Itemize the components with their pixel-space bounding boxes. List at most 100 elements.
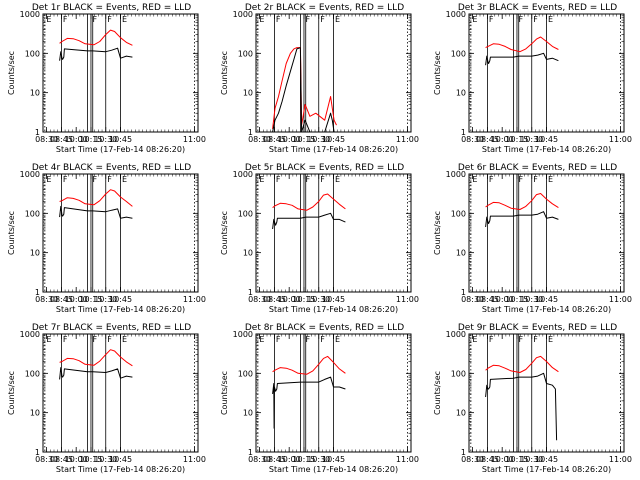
x-tick-label: 11:00 <box>609 455 632 464</box>
y-tick-label: 1000 <box>233 10 253 19</box>
x-tick-label: 08:30 <box>35 455 58 464</box>
state-marker-label: E <box>548 15 553 24</box>
chart-title: Det 8r BLACK = Events, RED = LLD <box>245 323 404 333</box>
x-tick-label: 08:45 <box>50 295 73 304</box>
detector-chart-9: Det 9r BLACK = Events, RED = LLD 1 10 100 10… <box>433 323 632 474</box>
x-tick-label: 10:00 <box>65 455 88 464</box>
state-marker-label: F <box>518 335 523 344</box>
x-tick-label: 10:15 <box>79 135 102 144</box>
x-axis-label: Start Time (17-Feb-14 08:26:20) <box>482 145 611 154</box>
x-tick-label: 10:15 <box>79 455 102 464</box>
x-tick-label: 10:30 <box>520 295 543 304</box>
state-marker-label: F <box>107 15 112 24</box>
state-marker-label: F <box>107 335 112 344</box>
series-line-events <box>59 367 133 380</box>
y-tick-label: 1000 <box>20 10 40 19</box>
x-tick-label: 10:30 <box>520 455 543 464</box>
y-tick-label: 10 <box>243 89 253 98</box>
x-tick-label: 10:45 <box>535 295 558 304</box>
state-marker-label: F <box>92 175 97 184</box>
x-tick-label: 10:30 <box>307 295 330 304</box>
x-tick-label: 10:00 <box>65 295 88 304</box>
chart-title: Det 3r BLACK = Events, RED = LLD <box>458 3 617 13</box>
y-tick-label: 1000 <box>20 330 40 339</box>
y-tick-label: 100 <box>238 49 253 58</box>
x-tick-label: 08:30 <box>248 455 271 464</box>
y-tick-label: 1 <box>35 448 40 457</box>
y-tick-label: 1000 <box>446 10 466 19</box>
series-line-lld <box>485 193 559 210</box>
state-marker-label: E <box>122 15 127 24</box>
state-marker-label: F <box>92 15 97 24</box>
x-axis-label: Start Time (17-Feb-14 08:26:20) <box>482 465 611 474</box>
series-line-lld <box>59 29 133 46</box>
state-marker-label: E <box>46 175 51 184</box>
state-marker-label: E <box>472 175 477 184</box>
series-line-events <box>272 376 346 429</box>
x-tick-label: 10:15 <box>505 135 528 144</box>
x-tick-label: 10:45 <box>535 135 558 144</box>
state-marker-label: E <box>259 175 264 184</box>
x-tick-label: 08:30 <box>248 295 271 304</box>
y-tick-label: 100 <box>238 369 253 378</box>
state-marker-label: E <box>335 175 340 184</box>
x-tick-label: 10:30 <box>94 135 117 144</box>
x-tick-label: 10:00 <box>491 135 514 144</box>
state-marker-label: F <box>63 175 68 184</box>
state-marker-label: F <box>63 15 68 24</box>
detector-chart-5: Det 5r BLACK = Events, RED = LLD 1 10 100 10… <box>220 163 419 314</box>
y-tick-label: 100 <box>238 209 253 218</box>
detector-chart-1: Det 1r BLACK = Events, RED = LLD 1 10 100 10… <box>7 3 206 154</box>
x-tick-label: 11:00 <box>396 455 419 464</box>
y-axis-label: Counts/sec <box>7 371 16 415</box>
state-marker-label: E <box>472 335 477 344</box>
x-tick-label: 10:45 <box>109 295 132 304</box>
x-axis-label: Start Time (17-Feb-14 08:26:20) <box>56 145 185 154</box>
x-tick-label: 08:45 <box>263 455 286 464</box>
x-tick-label: 08:45 <box>50 135 73 144</box>
y-tick-label: 1 <box>461 448 466 457</box>
y-tick-label: 1000 <box>446 170 466 179</box>
x-tick-label: 08:45 <box>50 455 73 464</box>
y-tick-label: 100 <box>451 369 466 378</box>
x-tick-label: 10:00 <box>278 295 301 304</box>
y-tick-label: 10 <box>456 409 466 418</box>
x-axis-label: Start Time (17-Feb-14 08:26:20) <box>56 465 185 474</box>
x-tick-label: 11:00 <box>609 295 632 304</box>
state-marker-label: E <box>46 335 51 344</box>
series-line-events <box>59 205 133 219</box>
series-line-events <box>485 211 559 228</box>
x-tick-label: 10:00 <box>491 455 514 464</box>
x-tick-label: 11:00 <box>609 135 632 144</box>
series-line-events <box>485 52 559 66</box>
x-tick-label: 10:45 <box>322 455 345 464</box>
y-tick-label: 100 <box>451 209 466 218</box>
chart-title: Det 9r BLACK = Events, RED = LLD <box>458 323 617 333</box>
state-marker-label: E <box>335 335 340 344</box>
y-tick-label: 1 <box>248 128 253 137</box>
x-tick-label: 08:45 <box>476 135 499 144</box>
x-axis-label: Start Time (17-Feb-14 08:26:20) <box>269 305 398 314</box>
state-marker-label: F <box>533 15 538 24</box>
x-tick-label: 08:45 <box>263 295 286 304</box>
x-tick-label: 08:30 <box>461 455 484 464</box>
state-marker-label: F <box>533 175 538 184</box>
y-axis-label: Counts/sec <box>220 51 229 95</box>
x-tick-label: 08:30 <box>461 135 484 144</box>
chart-title: Det 7r BLACK = Events, RED = LLD <box>32 323 191 333</box>
x-axis-label: Start Time (17-Feb-14 08:26:20) <box>482 305 611 314</box>
state-marker-label: F <box>305 15 310 24</box>
x-tick-label: 10:30 <box>94 295 117 304</box>
x-tick-label: 10:45 <box>109 135 132 144</box>
y-axis-label: Counts/sec <box>220 371 229 415</box>
detector-chart-8: Det 8r BLACK = Events, RED = LLD 1 10 100 10… <box>220 323 419 474</box>
state-marker-label: F <box>107 175 112 184</box>
x-tick-label: 10:15 <box>505 455 528 464</box>
state-marker-label: E <box>472 15 477 24</box>
x-tick-label: 08:30 <box>248 135 271 144</box>
state-marker-label: E <box>259 335 264 344</box>
x-tick-label: 10:45 <box>109 455 132 464</box>
state-marker-label: F <box>320 15 325 24</box>
y-tick-label: 100 <box>25 209 40 218</box>
x-tick-label: 11:00 <box>396 135 419 144</box>
